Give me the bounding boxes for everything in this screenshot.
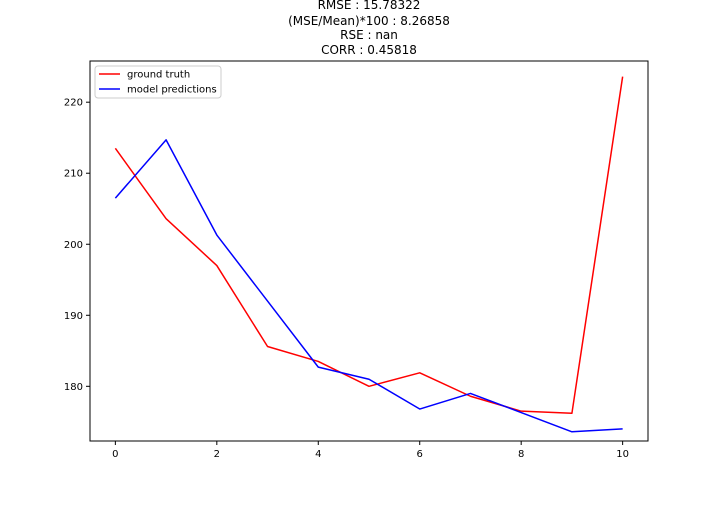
x-axis-ticks: 0 2 4 6 8 10 [112, 441, 629, 460]
y-tick-label: 190 [64, 311, 83, 322]
y-tick-label: 210 [64, 169, 83, 180]
title-line-corr: CORR : 0.45818 [321, 43, 417, 57]
x-tick-label: 10 [616, 449, 629, 460]
x-tick-label: 4 [315, 449, 321, 460]
y-tick-label: 200 [64, 240, 83, 251]
legend-label-ground-truth: ground truth [127, 70, 190, 81]
legend-box [94, 65, 222, 99]
x-tick-label: 2 [214, 449, 220, 460]
title-line-rse: RSE : nan [340, 28, 398, 42]
title-line-rmse: RMSE : 15.78322 [318, 0, 421, 12]
series-lines [114, 76, 624, 433]
x-tick-label: 6 [417, 449, 423, 460]
chart-title: RMSE : 15.78322 (MSE/Mean)*100 : 8.26858… [288, 0, 450, 57]
legend: ground truth model predictions [94, 65, 222, 99]
title-line-mse-mean: (MSE/Mean)*100 : 8.26858 [288, 14, 450, 28]
x-tick-label: 0 [112, 449, 118, 460]
y-tick-label: 220 [64, 98, 83, 109]
series-line-ground-truth [114, 76, 624, 415]
y-tick-label: 180 [64, 382, 83, 393]
y-axis-ticks: 180 190 200 210 220 [64, 98, 90, 393]
legend-label-model-predictions: model predictions [127, 85, 217, 96]
series-line-model-predictions [114, 139, 623, 433]
plot-frame [89, 60, 649, 442]
x-tick-label: 8 [518, 449, 524, 460]
